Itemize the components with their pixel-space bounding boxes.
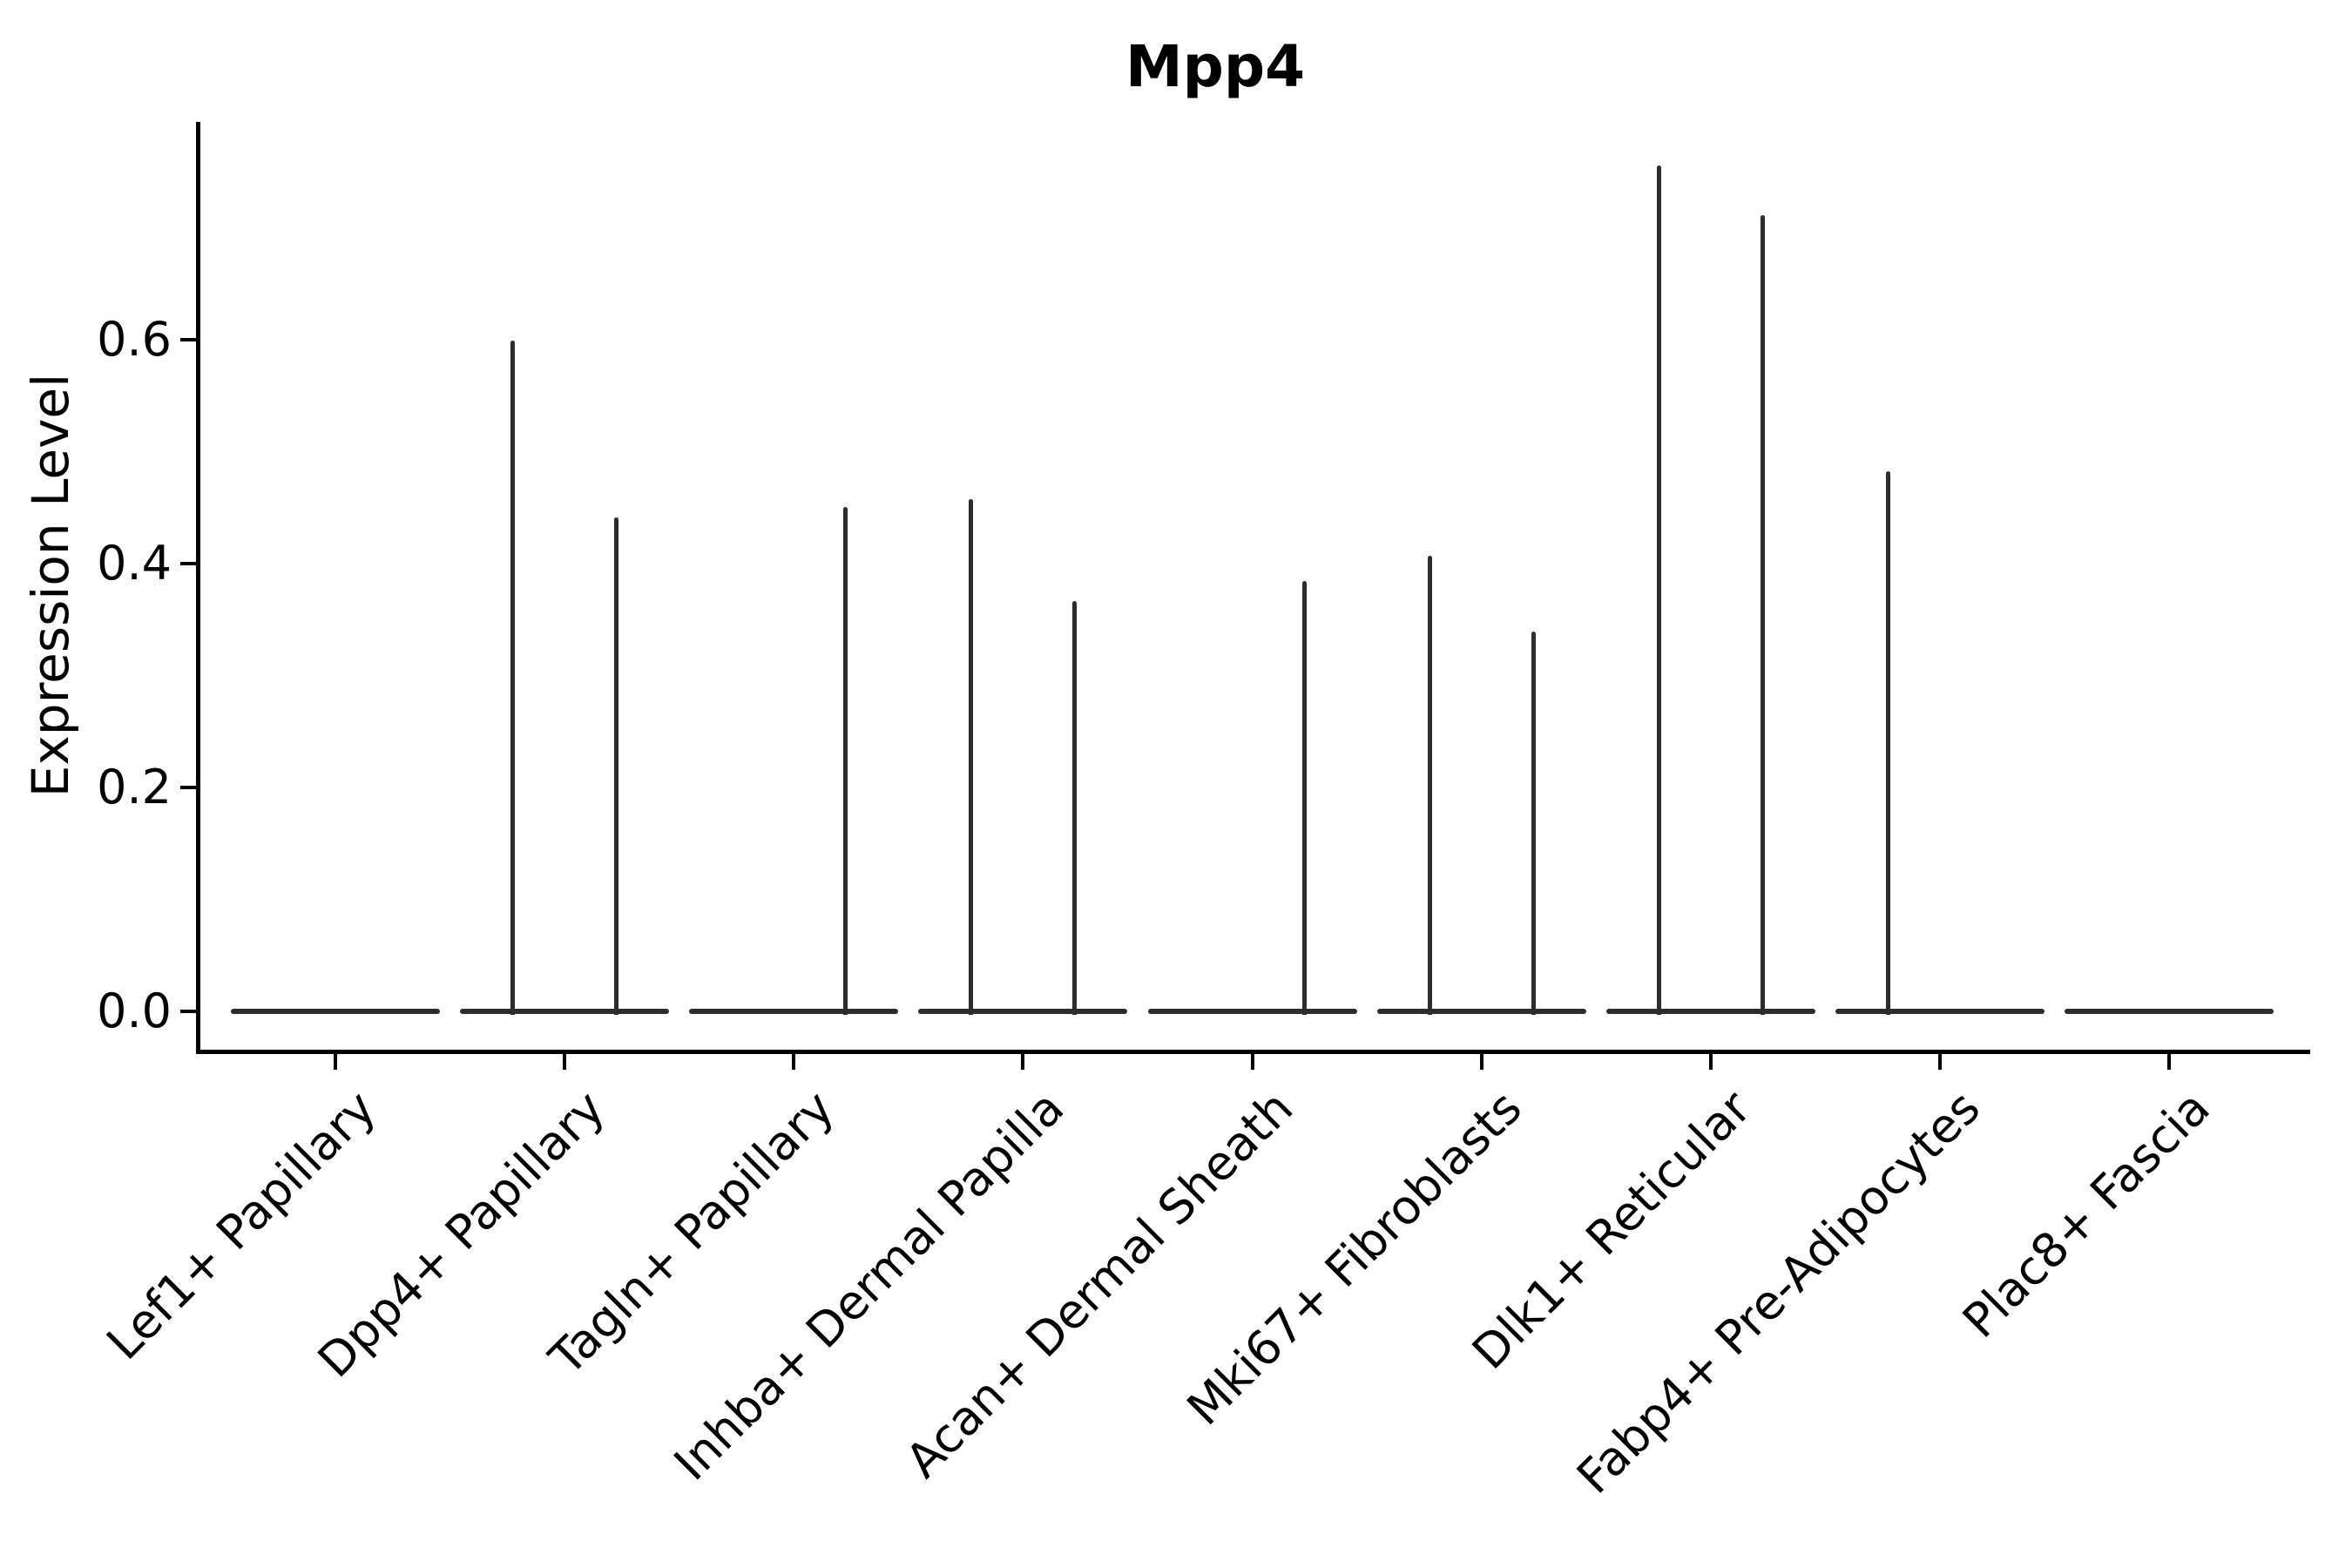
y-tick-label: 0.4 — [97, 535, 172, 591]
violin-baseline — [1605, 1009, 1815, 1014]
y-tick-label: 0.6 — [97, 311, 172, 367]
x-tick — [792, 1054, 796, 1070]
y-axis-spine — [196, 122, 200, 1054]
violin-baseline — [1147, 1009, 1357, 1014]
violin-spike — [510, 340, 516, 1015]
x-tick — [334, 1054, 337, 1070]
violin-baseline — [918, 1009, 1128, 1014]
x-tick-label: Plac8+ Fascia — [1857, 1080, 2220, 1348]
x-tick-label-text: Acan+ Dermal Sheath — [895, 1080, 1304, 1489]
violin-baseline — [1376, 1009, 1586, 1014]
violin-spike — [969, 499, 974, 1015]
y-tick-label: 0.2 — [97, 759, 172, 814]
x-tick-label-text: Plac8+ Fascia — [1951, 1080, 2220, 1348]
y-tick — [180, 785, 196, 789]
x-tick-label-text: Inhba+ Dermal Papilla — [663, 1080, 1074, 1491]
x-tick — [1937, 1054, 1942, 1070]
violin-baseline — [689, 1009, 899, 1014]
violin-spike — [1885, 471, 1890, 1015]
x-axis-spine — [196, 1050, 2310, 1054]
x-tick — [1250, 1054, 1254, 1070]
violin-spike — [614, 517, 619, 1015]
figure-title: Mpp4 — [1125, 33, 1306, 100]
x-tick — [2167, 1054, 2171, 1070]
violin-spike — [1301, 581, 1307, 1015]
violin-baseline — [231, 1009, 440, 1014]
violin-spike — [1656, 166, 1661, 1015]
x-tick — [1021, 1054, 1025, 1070]
x-tick — [563, 1054, 567, 1070]
y-tick-label: 0.0 — [97, 983, 172, 1038]
violin-spike — [1427, 555, 1432, 1015]
violin-spike — [1760, 214, 1765, 1015]
y-tick — [180, 337, 196, 341]
violin-spike — [843, 507, 848, 1015]
x-tick-label-text: Fabp4+ Pre-Adipocytes — [1566, 1080, 1991, 1504]
violin-spike — [1531, 632, 1536, 1015]
violin-baseline — [460, 1009, 670, 1014]
y-tick — [180, 561, 196, 565]
y-tick — [180, 1010, 196, 1013]
x-tick — [1479, 1054, 1484, 1070]
x-tick — [1708, 1054, 1713, 1070]
violin-baseline — [1835, 1009, 2044, 1014]
violin-spike — [1072, 601, 1078, 1015]
violin-baseline — [2065, 1009, 2274, 1014]
